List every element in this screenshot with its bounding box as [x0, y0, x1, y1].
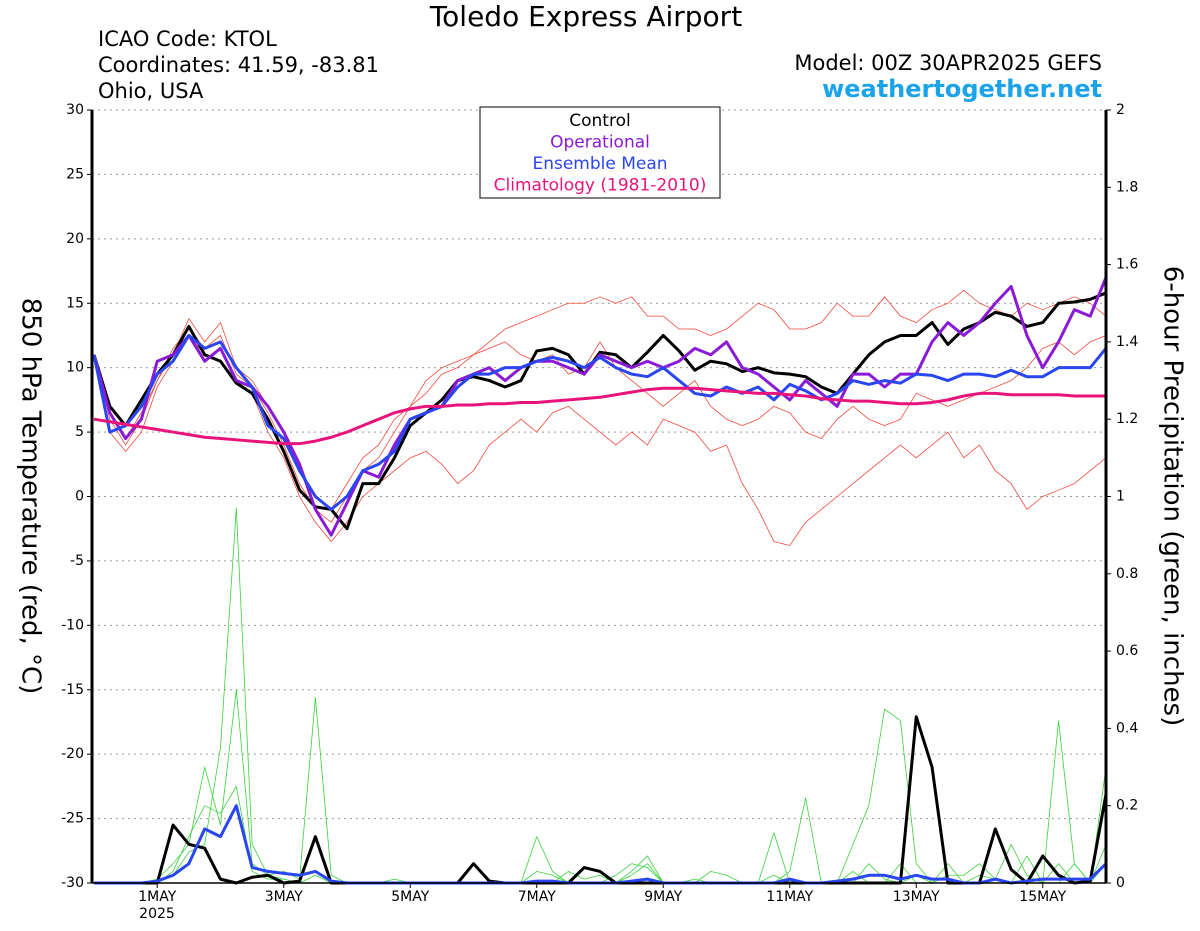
y-tick-label: 25: [66, 166, 84, 182]
y-tick-label: 20: [66, 231, 84, 247]
y2-tick-label: 0: [1116, 875, 1125, 891]
x-tick-label: 9MAY: [644, 889, 682, 905]
legend-entry: Ensemble Mean: [532, 154, 667, 174]
y2-tick-label: 0.4: [1116, 720, 1138, 736]
y-axis-label: 850 hPa Temperature (red, °C): [16, 298, 46, 695]
series-line: [93, 386, 1106, 446]
legend-entry: Climatology (1981-2010): [494, 176, 707, 196]
legend-entry: Operational: [550, 133, 650, 153]
y2-tick-label: 0.6: [1116, 643, 1138, 659]
legend-box: [479, 106, 721, 199]
chart-title: Toledo Express Airport: [429, 0, 742, 33]
y-tick-label: -10: [61, 617, 84, 633]
source-label: weathertogether.net: [822, 75, 1102, 103]
x-tick-label: 15MAY: [1019, 889, 1066, 905]
y-tick-label: -15: [61, 682, 84, 698]
x-tick-label: 1MAY: [138, 889, 176, 905]
y2-tick-label: 0.2: [1116, 798, 1138, 814]
y2-tick-label: 1: [1116, 489, 1125, 505]
y2-tick-label: 0.8: [1116, 566, 1138, 582]
x-tick-label: 3MAY: [265, 889, 303, 905]
y-tick-label: 5: [75, 424, 84, 440]
series-line: [92, 333, 1108, 511]
info-line: ICAO Code: KTOL: [98, 27, 277, 51]
info-line: Coordinates: 41.59, -83.81: [98, 53, 379, 77]
y-tick-label: -30: [61, 875, 84, 891]
y-tick-label: -5: [70, 553, 84, 569]
y-tick-label: 15: [66, 295, 84, 311]
y2-tick-label: 1.6: [1116, 257, 1138, 273]
member-line: [93, 335, 1107, 546]
y-tick-label: 0: [75, 489, 84, 505]
legend-entry: Control: [569, 111, 630, 131]
y-tick-label: -20: [61, 746, 84, 762]
x-tick-label: 13MAY: [893, 889, 940, 905]
model-label: Model: 00Z 30APR2025 GEFS: [794, 51, 1102, 75]
y-tick-label: 10: [66, 360, 84, 376]
y2-tick-label: 1.4: [1116, 334, 1138, 350]
y2-tick-label: 1.2: [1116, 411, 1138, 427]
x-tick-label: 5MAY: [391, 889, 429, 905]
x-sublabel: 2025: [139, 906, 175, 922]
x-tick-label: 7MAY: [518, 889, 556, 905]
y2-tick-label: 1.8: [1116, 179, 1138, 195]
info-line: Ohio, USA: [98, 79, 204, 103]
y2-axis-label: 6-hour Precipitation (green, inches): [1158, 266, 1188, 726]
y-tick-label: -25: [61, 811, 84, 827]
x-tick-label: 11MAY: [766, 889, 813, 905]
y2-tick-label: 2: [1116, 102, 1125, 118]
member-line: [94, 715, 1108, 885]
y-tick-label: 30: [66, 102, 84, 118]
series-line: [92, 276, 1108, 537]
